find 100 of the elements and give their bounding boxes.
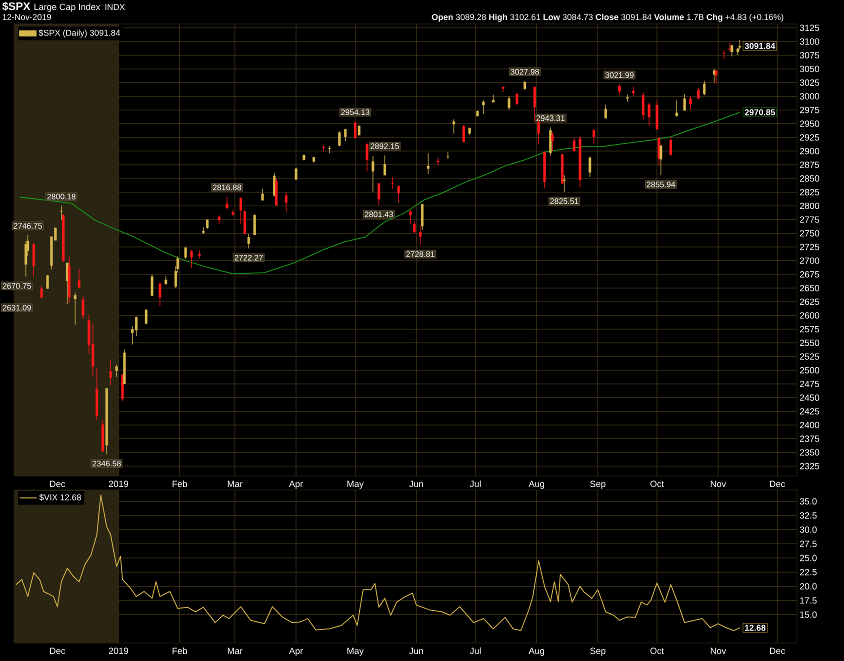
candlestick — [482, 100, 485, 114]
candlestick — [426, 152, 430, 174]
y-tick-label: 3075 — [800, 52, 820, 58]
candlestick — [728, 42, 732, 52]
candlestick — [452, 118, 456, 134]
candlestick — [683, 94, 686, 111]
x-tick-label: Jun — [409, 648, 424, 654]
y-tick-label: 2775 — [800, 216, 820, 223]
y-tick-label: 2550 — [800, 340, 820, 346]
candlestick — [508, 96, 510, 110]
y-tick-label: 2375 — [800, 436, 820, 442]
y-tick-label: 3125 — [800, 24, 820, 32]
annotation: 3021.99 — [605, 72, 634, 78]
candlestick — [273, 172, 276, 197]
x-tick-label: Apr — [289, 480, 303, 489]
x-tick-label: Oct — [650, 648, 664, 654]
x-tick-label: Apr — [289, 648, 303, 656]
y-tick-label: 2350 — [800, 449, 820, 456]
candlestick — [642, 92, 644, 120]
annotation: 2722.27 — [234, 254, 263, 260]
y-tick-label: 2325 — [800, 462, 820, 470]
x-tick-label: Aug — [528, 648, 544, 656]
y-tick-label: 3025 — [800, 79, 820, 86]
candlestick — [218, 214, 220, 225]
x-tick-label: Feb — [172, 480, 188, 488]
annotation: 2631.09 — [2, 304, 31, 310]
annotation: 3091.84 — [744, 42, 776, 50]
annotation: 2800.18 — [47, 194, 76, 200]
y-tick-label: 15.0 — [800, 611, 817, 618]
candlestick — [328, 146, 331, 154]
candlestick — [462, 124, 465, 143]
annotation: 2943.31 — [536, 115, 565, 121]
y-tick-label: 3100 — [800, 38, 820, 45]
legend-label: $SPX (Daily) 3091.84 — [38, 29, 120, 38]
x-tick-label: Jul — [470, 480, 481, 488]
candlestick — [66, 262, 69, 304]
y-tick-label: 17.5 — [800, 597, 817, 604]
y-tick-label: 22.5 — [800, 568, 817, 576]
x-tick-label: Dec — [770, 480, 786, 488]
y-tick-label: 2950 — [800, 120, 820, 127]
y-tick-label: 2625 — [800, 298, 820, 305]
annotation: 2728.81 — [406, 251, 434, 257]
y-tick-label: 2600 — [800, 312, 820, 319]
x-tick-label: Oct — [650, 480, 664, 488]
x-tick-label: 2019 — [108, 480, 128, 488]
candlestick — [551, 132, 554, 152]
candlestick — [60, 205, 63, 220]
y-tick-label: 2400 — [800, 422, 820, 428]
x-tick-label: Jun — [409, 480, 424, 488]
candlestick — [40, 284, 43, 299]
x-tick-label: May — [347, 648, 364, 656]
candlestick — [82, 296, 84, 320]
candlestick — [669, 136, 672, 156]
candlestick — [689, 96, 692, 110]
y-tick-label: 2750 — [800, 230, 820, 236]
annotation: 2954.13 — [341, 109, 370, 116]
x-tick-label: Dec — [50, 480, 66, 488]
candlestick — [436, 157, 440, 166]
annotation: 2801.43 — [364, 212, 393, 218]
x-tick-label: Dec — [770, 648, 786, 654]
x-tick-label: Dec — [50, 648, 66, 654]
candlestick — [243, 210, 246, 235]
chart-subtitle: Large Cap Index — [34, 3, 100, 12]
candlestick — [135, 316, 138, 337]
candlestick — [675, 100, 678, 117]
y-tick-label: 2575 — [800, 326, 820, 332]
candlestick — [46, 274, 49, 289]
text: Open 3089.28 High 3102.61 Low 3084.73 Close 3091.84 Volume 1.7B Chg +4.83 (+0.16%) — [432, 14, 784, 22]
y-tick-label: 2800 — [800, 202, 820, 210]
annotation: 12.68 — [745, 624, 766, 631]
candlestick — [294, 167, 298, 180]
y-tick-label: 2500 — [800, 367, 820, 374]
candlestick — [109, 358, 112, 386]
annotation: 2346.58 — [92, 460, 121, 466]
candlestick — [338, 131, 341, 147]
annotation: 2746.75 — [14, 222, 42, 229]
annotation: 2670.75 — [2, 283, 31, 289]
chart-title: $SPX — [2, 2, 30, 11]
candlestick — [190, 249, 193, 268]
candlestick — [413, 220, 416, 234]
candlestick — [344, 128, 347, 142]
candlestick — [658, 137, 660, 166]
candlestick — [253, 214, 256, 236]
candlestick — [604, 104, 607, 119]
candlestick — [206, 219, 209, 230]
y-tick-label: 2975 — [800, 106, 820, 114]
candlestick — [648, 102, 650, 126]
y-tick-label: 2425 — [800, 408, 820, 415]
candlestick — [660, 144, 662, 176]
candlestick — [632, 86, 635, 97]
candlestick — [572, 138, 576, 152]
candlestick — [562, 174, 566, 192]
x-tick-label: Nov — [710, 648, 726, 654]
candlestick — [397, 185, 400, 203]
y-tick-label: 2900 — [800, 148, 820, 154]
annotation: 3027.98 — [510, 68, 539, 75]
x-tick-label: Jul — [470, 647, 481, 654]
candlestick — [115, 364, 118, 378]
candlestick — [592, 128, 596, 144]
candlestick — [198, 250, 201, 259]
